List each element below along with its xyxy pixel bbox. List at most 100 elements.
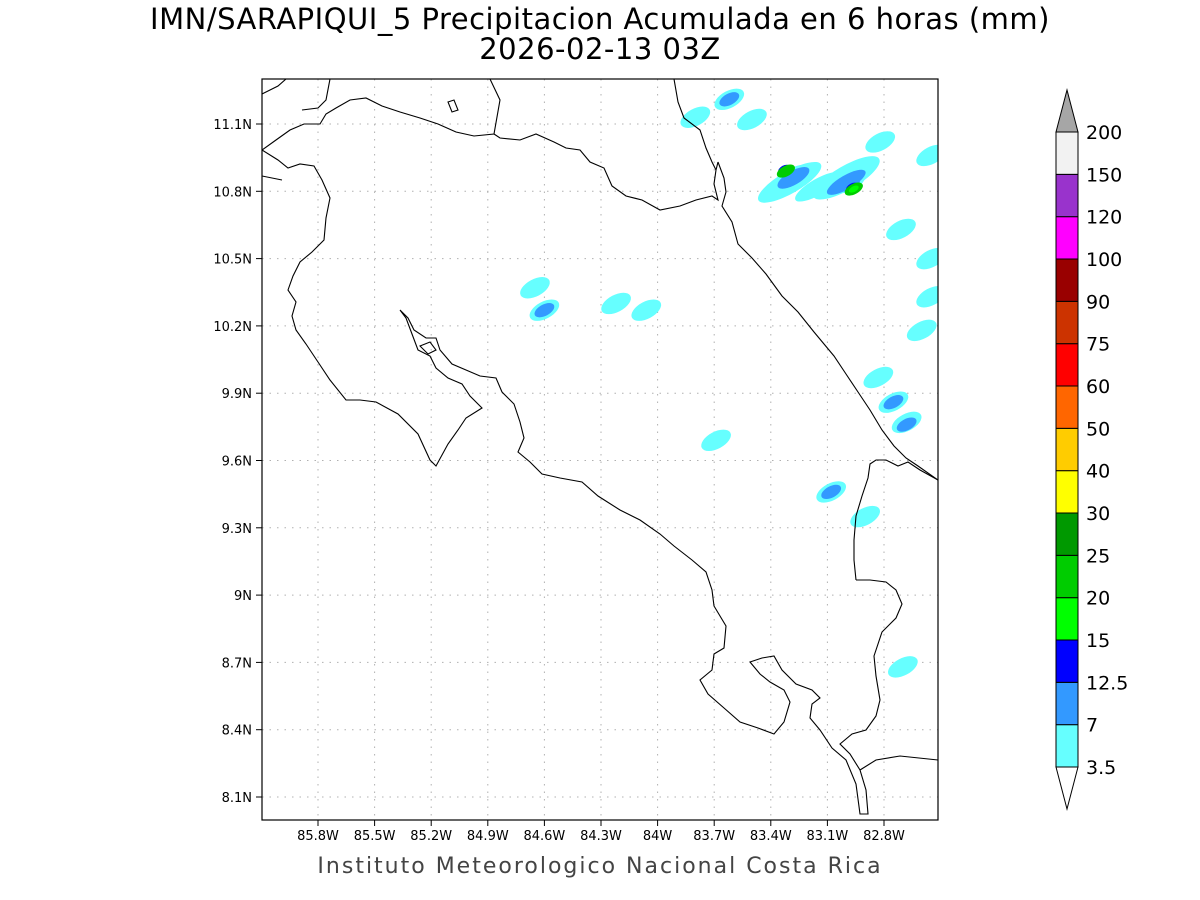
colorbar-swatch: [1055, 597, 1079, 641]
colorbar-swatch: [1055, 427, 1079, 472]
colorbar-swatch: [1055, 724, 1079, 768]
colorbar-label: 25: [1086, 545, 1110, 567]
colorbar-swatch: [1055, 258, 1079, 302]
precipitation-field: [520, 88, 938, 678]
precip-cell: [776, 164, 795, 178]
lat-tick-label: 9.6N: [222, 455, 252, 470]
colorbar-swatch: [1055, 681, 1079, 726]
colorbar-swatch: [1055, 512, 1079, 556]
lat-tick-label: 8.1N: [222, 791, 252, 806]
axis-ticks: [256, 123, 885, 826]
colorbar-label: 7: [1086, 715, 1098, 737]
precip-cell: [886, 218, 916, 241]
precip-cell: [906, 319, 937, 342]
colorbar-label: 90: [1086, 291, 1110, 313]
colorbar-label: 40: [1086, 461, 1110, 483]
precip-cell: [737, 108, 767, 131]
lat-tick-label: 8.7N: [222, 656, 252, 671]
panama-coastline: [859, 755, 938, 771]
lon-tick-label: 84.3W: [580, 829, 622, 844]
colorbar-label: 50: [1086, 418, 1110, 440]
colorbar-swatch: [1055, 385, 1079, 429]
precip-band: [826, 169, 866, 195]
lon-tick-label: 84W: [643, 829, 673, 844]
precip-cell: [680, 106, 711, 128]
footer-credit: Instituto Meteorologico Nacional Costa R…: [317, 854, 883, 879]
caribbean-coastline: [717, 161, 938, 481]
colorbar-swatch: [1055, 216, 1079, 260]
precip-band: [777, 166, 810, 189]
plot-area-background: [262, 79, 938, 820]
coastline-borders: [262, 79, 938, 815]
colorbar-swatch: [1055, 554, 1079, 599]
plot-frame: [261, 78, 939, 821]
colorbar-swatch: [1055, 131, 1079, 175]
precip-cell: [916, 247, 938, 270]
precip-cell: [888, 656, 918, 678]
colorbar-label: 100: [1086, 249, 1122, 271]
lat-tick-label: 8.4N: [222, 724, 252, 739]
lat-tick-label: 9N: [234, 589, 252, 604]
colorbar-swatch: [1055, 300, 1079, 345]
pacific-coastline: [262, 149, 903, 815]
northwest-coast: [262, 79, 331, 181]
precip-cell: [848, 185, 859, 193]
lat-tick-label: 9.3N: [222, 522, 252, 537]
gulf-island: [419, 341, 437, 355]
lat-tick-label: 10.5N: [213, 253, 252, 268]
map-title-line-1: IMN/SARAPIQUI_5 Precipitacion Acumulada …: [150, 2, 1050, 36]
lon-tick-label: 85.5W: [354, 829, 396, 844]
lon-tick-label: 83.1W: [806, 829, 848, 844]
nicaragua-caribbean-coast: [673, 79, 717, 171]
colorbar-lower-triangle: [1055, 766, 1079, 811]
panama-border: [853, 459, 938, 581]
nicaragua-border: [262, 79, 719, 211]
precip-cell: [863, 366, 894, 389]
colorbar-label: 120: [1086, 207, 1122, 229]
colorbar-label: 12.5: [1086, 672, 1128, 694]
colorbar-swatch: [1055, 343, 1079, 387]
colorbar-label: 20: [1086, 588, 1110, 610]
precip-band: [795, 172, 841, 202]
lon-tick-label: 84.6W: [523, 829, 565, 844]
colorbar-label: 15: [1086, 630, 1110, 652]
lat-tick-label: 9.9N: [222, 387, 252, 402]
precip-cell: [631, 299, 662, 321]
lat-tick-label: 10.8N: [213, 185, 252, 200]
colorbar-swatch: [1055, 639, 1079, 683]
lat-tick-label: 11.1N: [213, 118, 252, 133]
precip-cell: [865, 131, 896, 153]
colorbar-swatch: [1055, 173, 1079, 218]
lake-island: [447, 99, 459, 113]
precip-cell: [883, 395, 904, 410]
colorbar-legend: 3.5 7 12.5 15 20 25 30 40 50 60 75 90 100 120 150 200: [1055, 88, 1128, 811]
lon-tick-label: 84.9W: [467, 829, 509, 844]
colorbar-upper-triangle: [1055, 88, 1079, 133]
precip-cell: [534, 303, 555, 318]
colorbar-label: 60: [1086, 376, 1110, 398]
colorbar-label: 3.5: [1086, 757, 1116, 779]
precip-cell: [916, 286, 938, 308]
lon-tick-label: 85.2W: [410, 829, 452, 844]
precip-cell: [601, 292, 631, 315]
precip-cell: [701, 429, 731, 452]
axis-labels: 85.8W 85.5W 85.2W 84.9W 84.6W 84.3W 84W 83.7W 83…: [213, 118, 905, 844]
colorbar-label: 30: [1086, 503, 1110, 525]
precip-cell: [719, 92, 740, 107]
colorbar-swatch: [1055, 470, 1079, 514]
colorbar-label: 200: [1086, 122, 1122, 144]
precip-cell: [821, 484, 842, 500]
precip-cell: [896, 417, 917, 432]
precip-cell: [916, 144, 938, 167]
lon-tick-label: 83.4W: [750, 829, 792, 844]
graticule-grid: [262, 79, 938, 820]
colorbar-label: 150: [1086, 164, 1122, 186]
lon-tick-label: 85.8W: [297, 829, 339, 844]
colorbar-label: 75: [1086, 334, 1110, 356]
lat-tick-label: 10.2N: [213, 320, 252, 335]
lon-tick-label: 83.7W: [693, 829, 735, 844]
map-title-line-2: 2026-02-13 03Z: [479, 32, 721, 66]
precip-cell: [520, 277, 550, 299]
lon-tick-label: 82.8W: [863, 829, 905, 844]
